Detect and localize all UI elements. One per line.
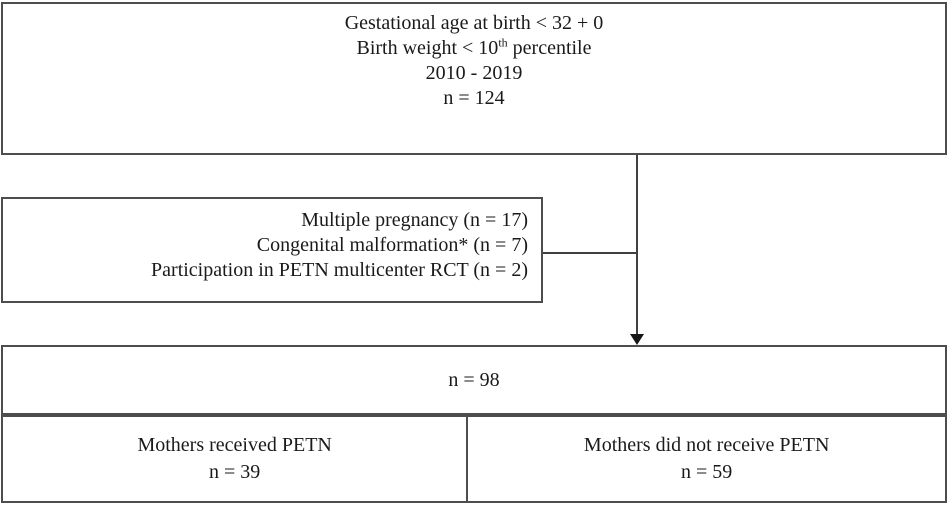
ordinal-superscript: th [498,35,508,50]
down-arrow-line [636,155,638,336]
exclusion-petn-rct: Participation in PETN multicenter RCT (n… [151,259,528,281]
exclusion-connector-line [543,252,637,254]
included-count: n = 98 [448,368,500,391]
eligible-population-box: Gestational age at birth < 32 + 0 Birth … [1,2,947,155]
group-split-box: Mothers received PETN n = 39 Mothers did… [1,415,947,503]
birth-weight-suffix: percentile [507,37,592,59]
included-population-box: n = 98 [1,345,947,415]
exclusion-box: Multiple pregnancy (n = 17) Congenital m… [1,197,543,303]
eligible-criteria-line-1: Gestational age at birth < 32 + 0 [344,12,604,34]
down-arrow-head-icon [630,334,644,345]
eligible-criteria-line-2: Birth weight < 10th percentile [3,36,945,61]
petn-group-box: Mothers received PETN n = 39 [3,417,469,501]
no-petn-group-label: Mothers did not receive PETN [583,434,830,456]
exclusion-multiple-pregnancy: Multiple pregnancy (n = 17) [301,209,528,231]
study-period: 2010 - 2019 [425,62,523,84]
petn-group-count: n = 39 [209,461,261,483]
petn-group-label: Mothers received PETN [137,434,332,456]
birth-weight-prefix: Birth weight < 10 [356,37,499,59]
eligible-count: n = 124 [443,87,505,109]
exclusion-congenital-malformation: Congenital malformation* (n = 7) [256,234,528,256]
no-petn-group-box: Mothers did not receive PETN n = 59 [468,417,945,501]
no-petn-group-count: n = 59 [681,461,733,483]
